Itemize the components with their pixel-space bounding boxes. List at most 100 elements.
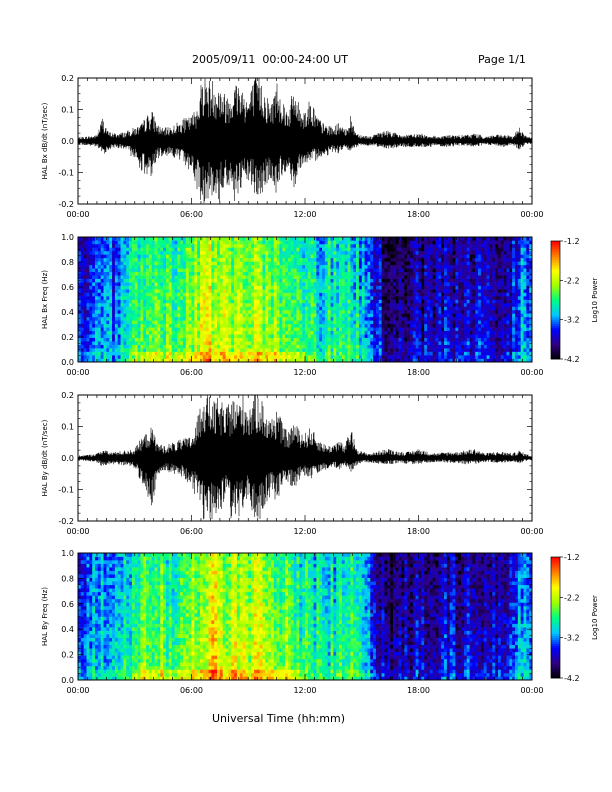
heatmap-cell: [282, 341, 286, 345]
heatmap-cell: [358, 358, 363, 363]
heatmap-cell: [242, 337, 246, 342]
heatmap-cell: [86, 299, 90, 304]
heatmap-cell: [245, 237, 249, 241]
heatmap-cell: [251, 292, 255, 297]
heatmap-cell: [123, 313, 127, 318]
heatmap-cell: [435, 320, 439, 325]
heatmap-cell: [404, 261, 408, 266]
heatmap-cell: [126, 299, 130, 304]
heatmap-cell: [435, 240, 439, 245]
heatmap-cell: [231, 282, 235, 286]
heatmap-cell: [253, 285, 258, 290]
heatmap-cell: [262, 257, 266, 262]
heatmap-cell: [200, 278, 204, 283]
heatmap-cell: [148, 341, 153, 345]
heatmap-cell: [333, 296, 337, 300]
heatmap-cell: [330, 320, 334, 325]
heatmap-cell: [265, 330, 269, 335]
heatmap-cell: [137, 334, 141, 338]
heatmap-cell: [392, 257, 397, 262]
heatmap-cell: [248, 240, 252, 245]
heatmap-cell: [344, 243, 348, 248]
heatmap-cell: [307, 334, 311, 338]
heatmap-cell: [319, 309, 323, 314]
heatmap-cell: [293, 309, 297, 314]
heatmap-cell: [214, 257, 218, 262]
heatmap-cell: [364, 268, 368, 273]
heatmap-cell: [409, 323, 414, 328]
heatmap-cell: [157, 302, 161, 307]
heatmap-cell: [387, 337, 391, 342]
heatmap-cell: [219, 358, 224, 363]
heatmap-cell: [165, 341, 170, 345]
heatmap-cell: [316, 296, 320, 300]
heatmap-cell: [120, 330, 124, 335]
heatmap-cell: [330, 302, 334, 307]
heatmap-cell: [208, 296, 212, 300]
heatmap-cell: [444, 296, 448, 300]
heatmap-cell: [160, 327, 164, 332]
heatmap-cell: [353, 330, 357, 335]
heatmap-cell: [285, 243, 289, 248]
heatmap-cell: [83, 271, 87, 276]
heatmap-cell: [177, 250, 181, 255]
heatmap-cell: [97, 247, 101, 252]
heatmap-cell: [347, 278, 351, 283]
heatmap-cell: [424, 337, 428, 342]
heatmap-cell: [415, 264, 419, 269]
heatmap-cell: [160, 292, 164, 297]
heatmap-cell: [126, 337, 130, 342]
heatmap-cell: [409, 302, 414, 307]
heatmap-cell: [378, 247, 382, 252]
heatmap-cell: [412, 320, 416, 325]
heatmap-cell: [185, 351, 189, 356]
heatmap-cell: [259, 306, 263, 311]
heatmap-cell: [390, 247, 394, 252]
heatmap-cell: [432, 282, 436, 286]
heatmap-cell: [180, 334, 184, 338]
heatmap-cell: [290, 282, 294, 286]
heatmap-cell: [324, 240, 328, 245]
heatmap-cell: [327, 316, 331, 321]
heatmap-cell: [407, 296, 411, 300]
heatmap-cell: [89, 237, 93, 241]
heatmap-cell: [262, 355, 266, 359]
heatmap-cell: [412, 268, 416, 273]
heatmap-cell: [401, 351, 405, 356]
heatmap-cell: [341, 243, 346, 248]
heatmap-cell: [319, 341, 323, 345]
heatmap-cell: [185, 285, 189, 290]
heatmap-cell: [211, 275, 215, 279]
heatmap-cell: [225, 313, 229, 318]
heatmap-cell: [208, 330, 212, 335]
heatmap-cell: [225, 268, 229, 273]
heatmap-cell: [392, 348, 397, 352]
heatmap-cell: [126, 261, 130, 266]
heatmap-cell: [324, 243, 328, 248]
heatmap-cell: [137, 309, 141, 314]
heatmap-cell: [446, 278, 451, 283]
heatmap-cell: [435, 302, 439, 307]
heatmap-cell: [126, 289, 130, 293]
heatmap-cell: [339, 302, 343, 307]
heatmap-cell: [378, 330, 382, 335]
heatmap-cell: [401, 278, 405, 283]
heatmap-cell: [239, 268, 243, 273]
heatmap-cell: [279, 240, 283, 245]
heatmap-cell: [378, 254, 382, 259]
heatmap-cell: [205, 299, 209, 304]
heatmap-cell: [285, 268, 289, 273]
heatmap-cell: [452, 292, 456, 297]
heatmap-cell: [347, 257, 351, 262]
heatmap-cell: [438, 264, 442, 269]
heatmap-cell: [427, 302, 431, 307]
heatmap-cell: [387, 316, 391, 321]
heatmap-cell: [97, 237, 101, 241]
heatmap-cell: [449, 257, 453, 262]
heatmap-cell: [336, 309, 340, 314]
heatmap-cell: [429, 337, 433, 342]
heatmap-cell: [92, 327, 96, 332]
heatmap-cell: [398, 309, 402, 314]
heatmap-cell: [421, 348, 425, 352]
heatmap-cell: [120, 344, 124, 349]
